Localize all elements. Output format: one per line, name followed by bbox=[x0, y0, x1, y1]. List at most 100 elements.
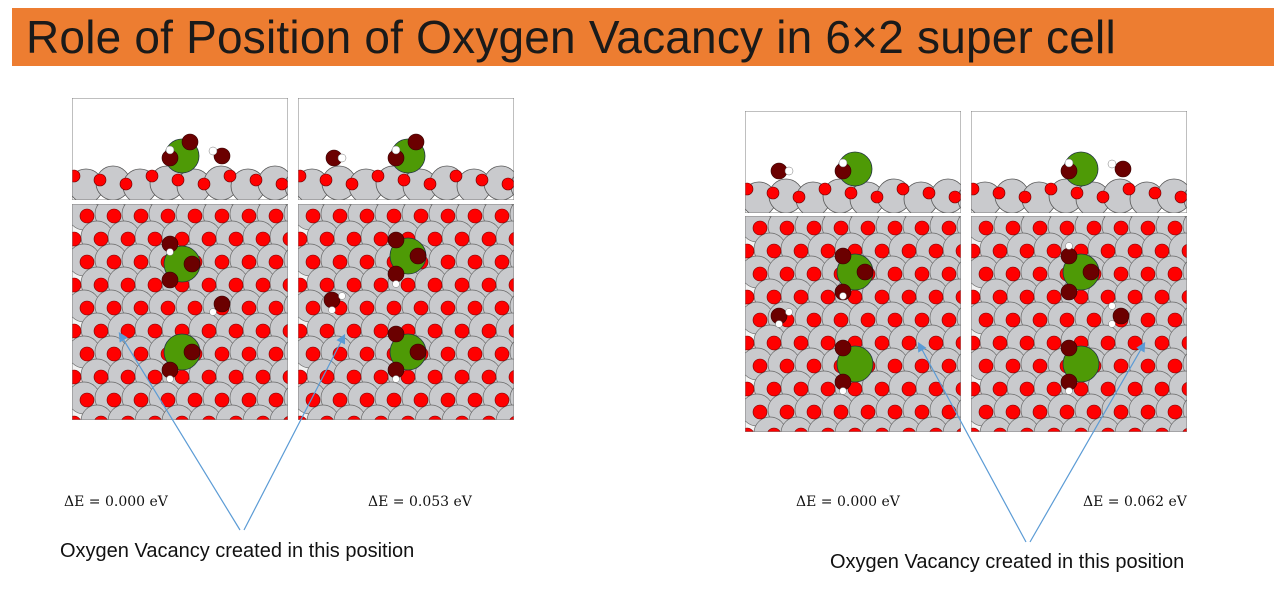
oxygen-atom bbox=[1019, 243, 1035, 259]
oxygen-atom bbox=[896, 182, 910, 196]
oxygen-atom bbox=[522, 209, 536, 223]
oxygen-atom bbox=[475, 173, 489, 187]
oxygen-atom bbox=[948, 190, 961, 204]
oxygen-atom bbox=[1019, 381, 1035, 397]
oxygen-atom bbox=[793, 243, 809, 259]
oxygen-atom bbox=[914, 358, 930, 374]
oxygen-atom bbox=[766, 335, 782, 351]
oxygen-atom bbox=[454, 231, 470, 247]
top-view-panel bbox=[298, 204, 555, 420]
oxygen-atom bbox=[1195, 267, 1209, 281]
oxygen-atom bbox=[72, 323, 82, 339]
oxygen-atom bbox=[72, 231, 82, 247]
oxygen-atom bbox=[971, 335, 981, 351]
oxygen-atom bbox=[79, 346, 95, 362]
oxygen-atom bbox=[1195, 313, 1209, 327]
metal-atom bbox=[1196, 233, 1228, 265]
oxygen-atom bbox=[971, 182, 980, 196]
oxygen-atom bbox=[1167, 220, 1183, 236]
oxygen-atom bbox=[298, 323, 308, 339]
metal-atom bbox=[509, 386, 514, 410]
metal-atom bbox=[468, 404, 502, 420]
oxygen-atom bbox=[359, 300, 375, 316]
oxygen-atom bbox=[914, 220, 930, 236]
oxygen-atom bbox=[902, 427, 916, 432]
hydrogen-atom bbox=[392, 375, 400, 383]
oxygen-atom bbox=[914, 266, 930, 282]
oxygen-atom bbox=[305, 300, 321, 316]
oxygen-atom bbox=[401, 415, 415, 420]
metal-atom bbox=[509, 294, 514, 318]
oxygen-atom bbox=[413, 300, 429, 316]
oxygen-atom bbox=[268, 254, 284, 270]
oxygen-atom bbox=[133, 208, 149, 224]
oxygen-atom bbox=[94, 415, 108, 420]
adsorbate-oxygen bbox=[1114, 160, 1132, 178]
oxygen-atom bbox=[1195, 221, 1209, 235]
oxygen-atom bbox=[971, 381, 981, 397]
metal-atom bbox=[861, 416, 895, 432]
hydrogen-atom bbox=[1108, 320, 1116, 328]
oxygen-atom bbox=[992, 335, 1008, 351]
adsorbate-oxygen bbox=[834, 283, 852, 301]
oxygen-atom bbox=[147, 369, 163, 385]
oxygen-atom bbox=[373, 323, 389, 339]
oxygen-atom bbox=[874, 243, 890, 259]
oxygen-atom bbox=[298, 369, 308, 385]
oxygen-atom bbox=[848, 427, 862, 432]
oxygen-atom bbox=[454, 323, 470, 339]
oxygen-atom bbox=[1127, 243, 1143, 259]
oxygen-atom bbox=[978, 312, 994, 328]
oxygen-atom bbox=[332, 392, 348, 408]
oxygen-atom bbox=[467, 254, 483, 270]
oxygen-atom bbox=[806, 266, 822, 282]
oxygen-atom bbox=[346, 323, 362, 339]
oxygen-atom bbox=[922, 186, 936, 200]
metal-atom bbox=[283, 248, 288, 272]
oxygen-atom bbox=[428, 415, 442, 420]
adsorbate-oxygen bbox=[1060, 283, 1078, 301]
oxygen-atom bbox=[346, 369, 362, 385]
oxygen-atom bbox=[792, 190, 806, 204]
hydrogen-atom bbox=[839, 387, 847, 395]
oxygen-atom bbox=[201, 231, 217, 247]
top-view-panel bbox=[971, 216, 1228, 432]
oxygen-atom bbox=[413, 392, 429, 408]
energy-label-g2-p2: ΔE = 0.062 eV bbox=[1083, 494, 1187, 510]
adsorbate-oxygen bbox=[409, 343, 427, 361]
oxygen-atom bbox=[779, 220, 795, 236]
oxygen-atom bbox=[528, 170, 540, 182]
oxygen-atom bbox=[1047, 427, 1061, 432]
oxygen-atom bbox=[305, 346, 321, 362]
oxygen-atom bbox=[347, 415, 361, 420]
metal-atom bbox=[283, 386, 288, 410]
oxygen-atom bbox=[147, 323, 163, 339]
metal-atom bbox=[523, 359, 555, 391]
oxygen-atom bbox=[79, 208, 95, 224]
oxygen-atom bbox=[133, 300, 149, 316]
metal-atom bbox=[1196, 371, 1228, 403]
oxygen-atom bbox=[400, 277, 416, 293]
oxygen-atom bbox=[794, 427, 808, 432]
oxygen-atom bbox=[440, 346, 456, 362]
oxygen-atom bbox=[119, 177, 133, 191]
oxygen-atom bbox=[1140, 266, 1156, 282]
oxygen-atom bbox=[766, 289, 782, 305]
oxygen-atom bbox=[956, 427, 961, 432]
oxygen-atom bbox=[779, 358, 795, 374]
oxygen-atom bbox=[1195, 405, 1209, 419]
oxygen-atom bbox=[752, 220, 768, 236]
oxygen-atom bbox=[1127, 381, 1143, 397]
vacancy-arrow bbox=[917, 341, 1027, 543]
oxygen-atom bbox=[320, 415, 334, 420]
oxygen-atom bbox=[423, 177, 437, 191]
oxygen-atom bbox=[887, 220, 903, 236]
oxygen-atom bbox=[992, 243, 1008, 259]
oxygen-atom bbox=[941, 358, 957, 374]
oxygen-atom bbox=[752, 358, 768, 374]
oxygen-atom bbox=[268, 392, 284, 408]
oxygen-atom bbox=[228, 369, 244, 385]
oxygen-atom bbox=[467, 300, 483, 316]
oxygen-atom bbox=[820, 243, 836, 259]
